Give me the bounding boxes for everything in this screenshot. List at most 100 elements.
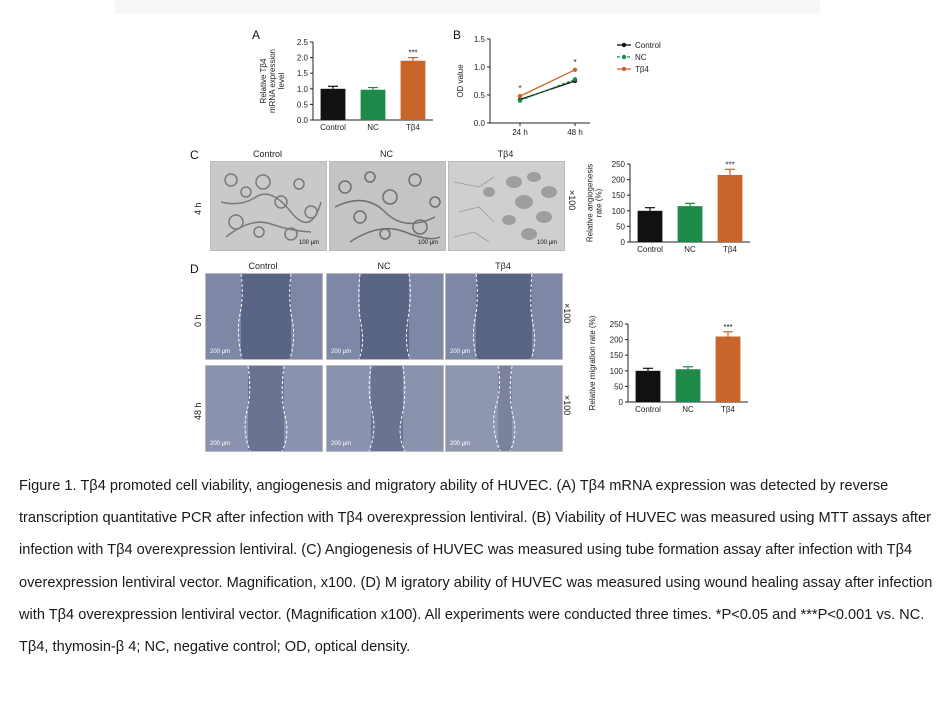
b-point xyxy=(517,93,523,99)
b-legend-marker xyxy=(621,42,627,48)
b-ylabel: OD value xyxy=(456,64,465,98)
c-ylabel: Relative angiogenesis rate (%) xyxy=(586,164,604,242)
b-legend-marker xyxy=(621,66,627,72)
d-xtick-label: Tβ4 xyxy=(721,405,735,414)
a-ylabel-line: level xyxy=(277,73,286,90)
d-ytick-label: 100 xyxy=(610,367,624,376)
figure-caption: Figure 1. Tβ4 promoted cell viability, a… xyxy=(19,478,933,656)
a-ylabel-line: mRNA expression xyxy=(268,49,277,113)
d-scale-bar-0h-control: 200 μm xyxy=(210,349,230,355)
c-bar xyxy=(717,174,743,242)
b-ytick-label: 1.0 xyxy=(474,63,486,72)
a-ytick-label: 1.0 xyxy=(297,85,309,94)
c-bar xyxy=(677,206,703,242)
d-micrograph-48h-tb4: 200 μm xyxy=(445,365,563,452)
c-ytick-label: 250 xyxy=(612,160,626,169)
c-micrograph-control: 100 μm xyxy=(210,161,327,251)
b-legend-label: Tβ4 xyxy=(635,65,649,74)
c-row-label-4h: 4 h xyxy=(193,202,203,215)
d-magnification-0h: ×100 xyxy=(562,303,572,324)
panel-label-c: C xyxy=(190,148,199,162)
d-micrograph-0h-nc: 200 μm xyxy=(326,273,444,360)
d-ytick-label: 250 xyxy=(610,320,624,329)
b-xtick-label: 48 h xyxy=(567,128,583,137)
b-legend-label: Control xyxy=(635,41,661,50)
a-ytick-label: 0.5 xyxy=(297,100,309,109)
d-scale-bar-48h-tb4: 200 μm xyxy=(450,441,470,447)
d-ytick-label: 0 xyxy=(619,398,624,407)
a-ylabel-line: Relative Tβ4 xyxy=(259,58,268,103)
d-ytick-label: 150 xyxy=(610,351,624,360)
d-row-label-48h: 48 h xyxy=(193,402,203,420)
c-col-label-nc: NC xyxy=(380,149,393,159)
a-xtick-label: NC xyxy=(367,123,379,132)
d-bar xyxy=(715,336,741,402)
d-ylabel-line: Relative migration rate (%) xyxy=(588,315,597,410)
b-series-line xyxy=(519,69,576,97)
d-xtick-label: Control xyxy=(635,405,661,414)
c-xtick-label: NC xyxy=(684,245,696,254)
a-xtick-label: Control xyxy=(320,123,346,132)
c-ylabel-line: rate (%) xyxy=(595,188,604,217)
a-ytick-label: 2.5 xyxy=(297,38,309,47)
a-ytick-label: 2.0 xyxy=(297,54,309,63)
d-col-label-tb4: Tβ4 xyxy=(495,261,511,271)
c-col-label-control: Control xyxy=(252,149,282,159)
d-micrograph-48h-control: 200 μm xyxy=(205,365,323,452)
b-point xyxy=(572,67,578,72)
d-scale-bar-48h-nc: 200 μm xyxy=(331,441,351,447)
panel-c-bar-chart: 0 50 100 150 200 250 Control NC Tβ4 *** Relative a… xyxy=(586,160,750,254)
d-xtick-label: NC xyxy=(682,405,694,414)
c-micrograph-nc: 100 μm xyxy=(329,161,446,251)
c-ylabel-line: Relative angiogenesis xyxy=(586,164,595,242)
top-strip xyxy=(115,0,820,14)
c-ytick-label: 0 xyxy=(621,238,626,247)
panel-label-b: B xyxy=(453,28,462,42)
b-xtick-label: 24 h xyxy=(512,128,528,137)
b-series-line xyxy=(519,80,576,101)
b-ytick-label: 0.5 xyxy=(474,91,486,100)
c-magnification: ×100 xyxy=(567,190,577,211)
c-col-label-tb4: Tβ4 xyxy=(497,149,514,159)
panel-a-bar-chart: 0.0 0.5 1.0 1.5 2.0 2.5 Control NC Tβ4 *** Relativ… xyxy=(259,38,433,132)
b-legend-marker xyxy=(621,54,627,60)
b-point xyxy=(517,98,523,103)
a-bar xyxy=(320,88,346,120)
c-scale-bar-control: 100 μm xyxy=(299,240,319,246)
d-ytick-label: 50 xyxy=(614,382,623,391)
d-magnification-48h: ×100 xyxy=(562,395,572,416)
c-scale-bar-tb4: 100 μm xyxy=(537,240,557,246)
c-xtick-label: Control xyxy=(637,245,663,254)
d-scale-bar-48h-control: 200 μm xyxy=(210,441,230,447)
c-significance: *** xyxy=(725,160,734,169)
d-significance: *** xyxy=(723,323,732,332)
d-micrograph-48h-nc: 200 μm xyxy=(326,365,444,452)
c-micrograph-tb4: 100 μm xyxy=(448,161,565,251)
b-ytick-label: 0.0 xyxy=(474,119,486,128)
d-col-label-nc: NC xyxy=(377,261,391,271)
a-xtick-label: Tβ4 xyxy=(406,123,420,132)
d-row-label-0h: 0 h xyxy=(193,314,203,327)
d-scale-bar-0h-tb4: 200 μm xyxy=(450,349,470,355)
a-significance: *** xyxy=(408,49,417,58)
d-bar xyxy=(635,370,661,402)
a-ytick-label: 0.0 xyxy=(297,116,309,125)
c-ytick-label: 200 xyxy=(612,176,626,185)
b-significance: * xyxy=(518,84,521,93)
panel-label-a: A xyxy=(252,28,261,42)
a-ytick-label: 1.5 xyxy=(297,69,309,78)
a-bar xyxy=(360,89,386,120)
d-scale-bar-0h-nc: 200 μm xyxy=(331,349,351,355)
b-significance: * xyxy=(573,58,576,67)
c-scale-bar-nc: 100 μm xyxy=(418,240,438,246)
c-xtick-label: Tβ4 xyxy=(723,245,737,254)
d-micrograph-0h-tb4: 200 μm xyxy=(445,273,563,360)
c-ytick-label: 150 xyxy=(612,191,626,200)
c-ytick-label: 50 xyxy=(616,222,625,231)
a-ylabel: Relative Tβ4 mRNA expression level xyxy=(259,49,286,113)
d-ylabel: Relative migration rate (%) xyxy=(588,315,597,410)
d-col-label-control: Control xyxy=(248,261,278,271)
c-bar xyxy=(637,210,663,242)
d-bar xyxy=(675,369,701,402)
panel-label-d: D xyxy=(190,262,199,276)
